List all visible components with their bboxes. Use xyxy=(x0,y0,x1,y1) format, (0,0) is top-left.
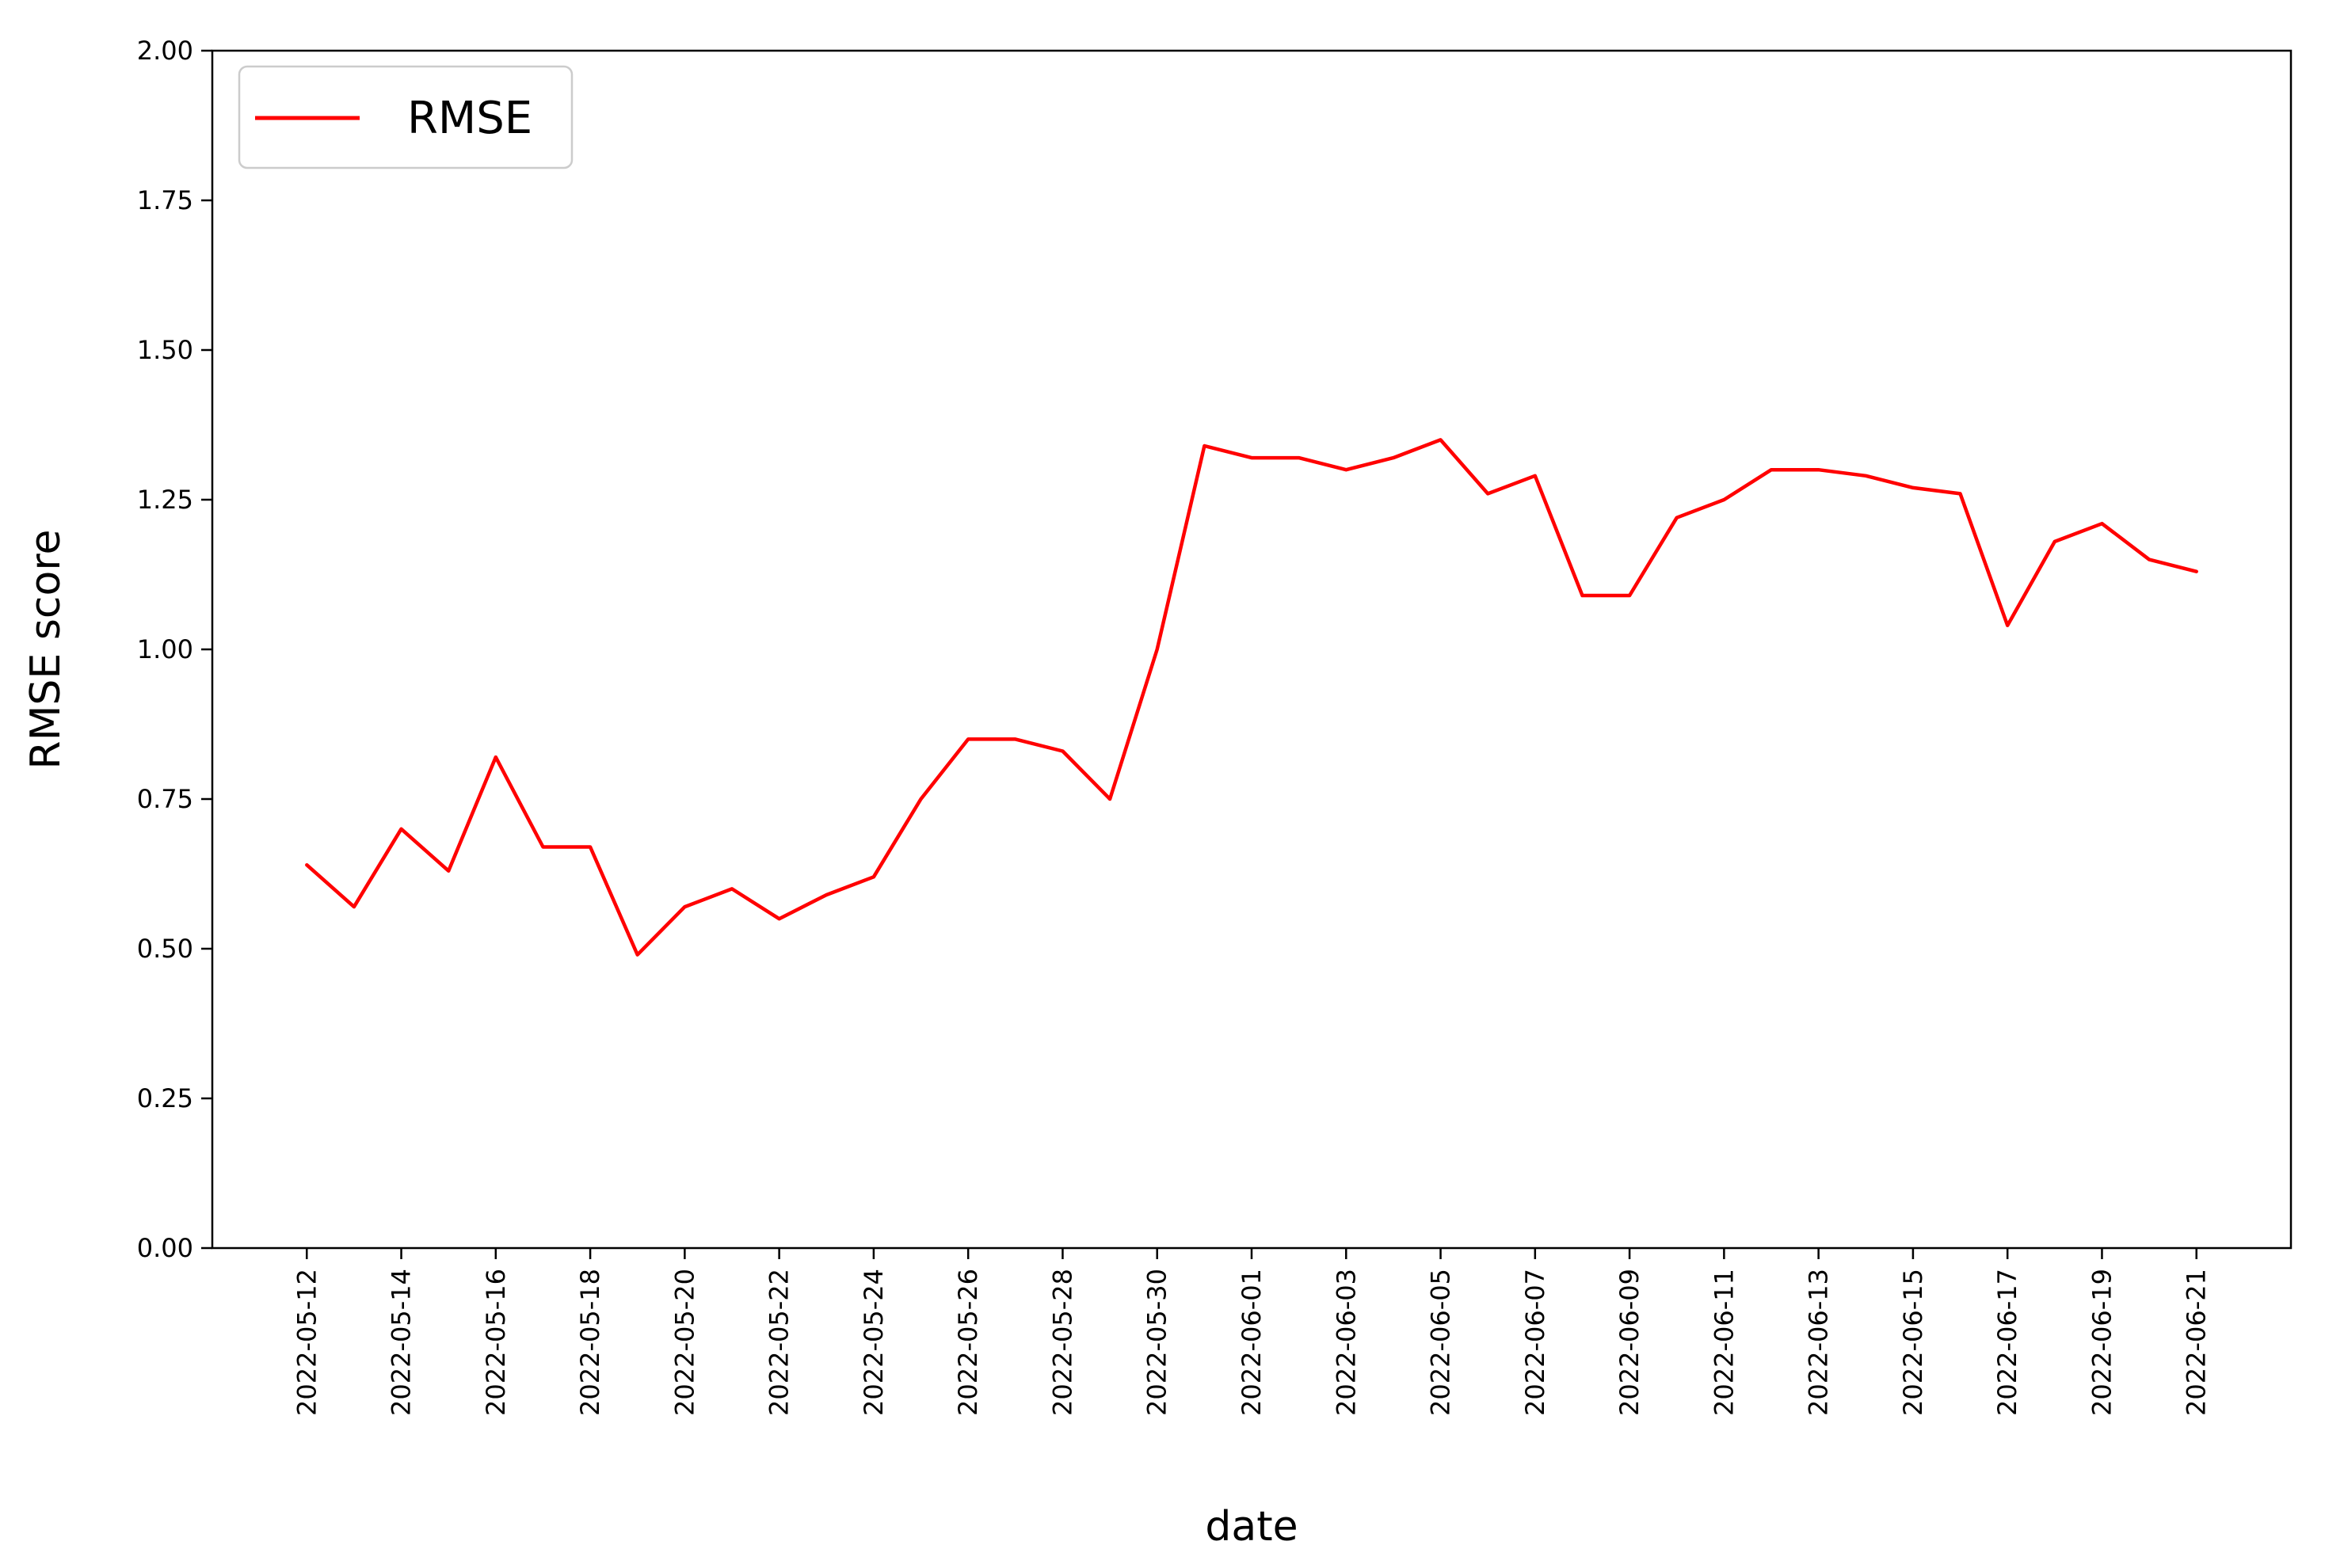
x-tick-label: 2022-06-07 xyxy=(1520,1269,1550,1416)
x-tick-label: 2022-05-22 xyxy=(764,1269,795,1416)
legend: RMSE xyxy=(238,65,574,169)
y-tick-label: 0.00 xyxy=(137,1233,193,1263)
y-tick-label: 0.75 xyxy=(137,784,193,814)
x-tick-label: 2022-05-12 xyxy=(292,1269,322,1416)
x-tick-label: 2022-05-28 xyxy=(1047,1269,1077,1416)
y-tick-label: 1.50 xyxy=(137,335,193,365)
x-tick-label: 2022-05-26 xyxy=(953,1269,983,1416)
y-tick-label: 1.00 xyxy=(137,634,193,664)
y-tick-label: 2.00 xyxy=(137,36,193,66)
plot-frame xyxy=(211,49,2293,1250)
y-axis: 0.00 0.25 0.50 0.75 1.00 1.25 1.50 1.75 2.00 xyxy=(137,36,212,1263)
x-tick-label: 2022-05-16 xyxy=(481,1269,511,1416)
y-tick-label: 1.75 xyxy=(137,185,193,215)
x-tick-label: 2022-06-11 xyxy=(1709,1269,1739,1416)
y-axis-label: RMSE score xyxy=(22,529,70,769)
x-tick-label: 2022-06-15 xyxy=(1898,1269,1928,1416)
y-tick-label: 0.50 xyxy=(137,934,193,964)
x-axis-label: date xyxy=(1205,1503,1298,1551)
x-tick-label: 2022-06-19 xyxy=(2087,1269,2117,1416)
x-tick-label: 2022-06-13 xyxy=(1804,1269,1834,1416)
x-tick-label: 2022-06-01 xyxy=(1237,1269,1267,1416)
x-tick-label: 2022-06-09 xyxy=(1614,1269,1645,1416)
plot-area xyxy=(211,49,2293,1250)
x-tick-label: 2022-05-24 xyxy=(859,1269,889,1416)
x-tick-label: 2022-06-17 xyxy=(1992,1269,2022,1416)
series-layer xyxy=(305,438,2198,957)
y-tick-label: 0.25 xyxy=(137,1083,193,1113)
legend-box xyxy=(238,65,574,169)
x-tick-label: 2022-06-21 xyxy=(2182,1269,2212,1416)
x-tick-label: 2022-06-03 xyxy=(1331,1269,1361,1416)
series-line-rmse xyxy=(305,438,2198,957)
legend-label-rmse: RMSE xyxy=(407,93,532,144)
x-tick-label: 2022-05-20 xyxy=(669,1269,699,1416)
x-tick-label: 2022-05-30 xyxy=(1142,1269,1172,1416)
x-tick-label: 2022-05-18 xyxy=(575,1269,605,1416)
x-tick-label: 2022-05-14 xyxy=(387,1269,417,1416)
x-tick-label: 2022-06-05 xyxy=(1426,1269,1456,1416)
x-axis: 2022-05-12 2022-05-14 2022-05-16 2022-05-18… xyxy=(292,1248,2212,1416)
y-tick-label: 1.25 xyxy=(137,485,193,515)
